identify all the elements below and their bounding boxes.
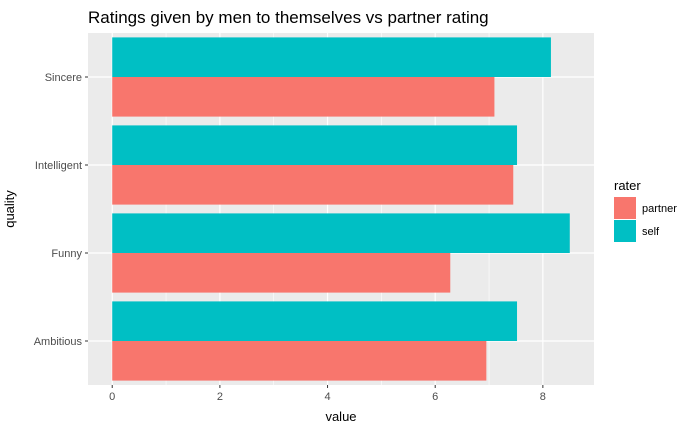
legend-key-self	[614, 220, 636, 242]
bar-partner-funny	[112, 253, 451, 293]
x-axis-ticks: 0 2 4 6 8	[109, 385, 546, 403]
y-tick-label-ambitious: Ambitious	[34, 336, 83, 348]
y-axis-title: quality	[2, 190, 17, 228]
y-tick-label-intelligent: Intelligent	[35, 160, 82, 172]
bar-self-sincere	[112, 37, 551, 77]
y-tick-label-funny: Funny	[51, 248, 82, 260]
x-tick-label-4: 4	[324, 391, 330, 403]
x-axis-title: value	[325, 409, 356, 424]
x-tick-label-6: 6	[432, 391, 438, 403]
legend-items: partner self	[614, 197, 677, 242]
y-axis-ticks: Sincere Intelligent Funny Ambitious	[34, 72, 88, 348]
bar-partner-sincere	[112, 77, 495, 117]
bar-self-intelligent	[112, 125, 518, 165]
bar-partner-ambitious	[112, 341, 487, 381]
legend: rater partner self	[614, 178, 677, 242]
bars	[112, 37, 570, 381]
x-tick-label-0: 0	[109, 391, 115, 403]
legend-label-self: self	[642, 226, 660, 238]
bar-self-funny	[112, 213, 570, 253]
chart-title: Ratings given by men to themselves vs pa…	[88, 8, 489, 27]
bar-partner-intelligent	[112, 165, 514, 205]
x-tick-label-8: 8	[540, 391, 546, 403]
y-tick-label-sincere: Sincere	[45, 72, 82, 84]
bar-self-ambitious	[112, 301, 518, 341]
x-tick-label-2: 2	[217, 391, 223, 403]
legend-label-partner: partner	[642, 203, 677, 215]
legend-title: rater	[614, 178, 641, 193]
legend-key-partner	[614, 197, 636, 219]
